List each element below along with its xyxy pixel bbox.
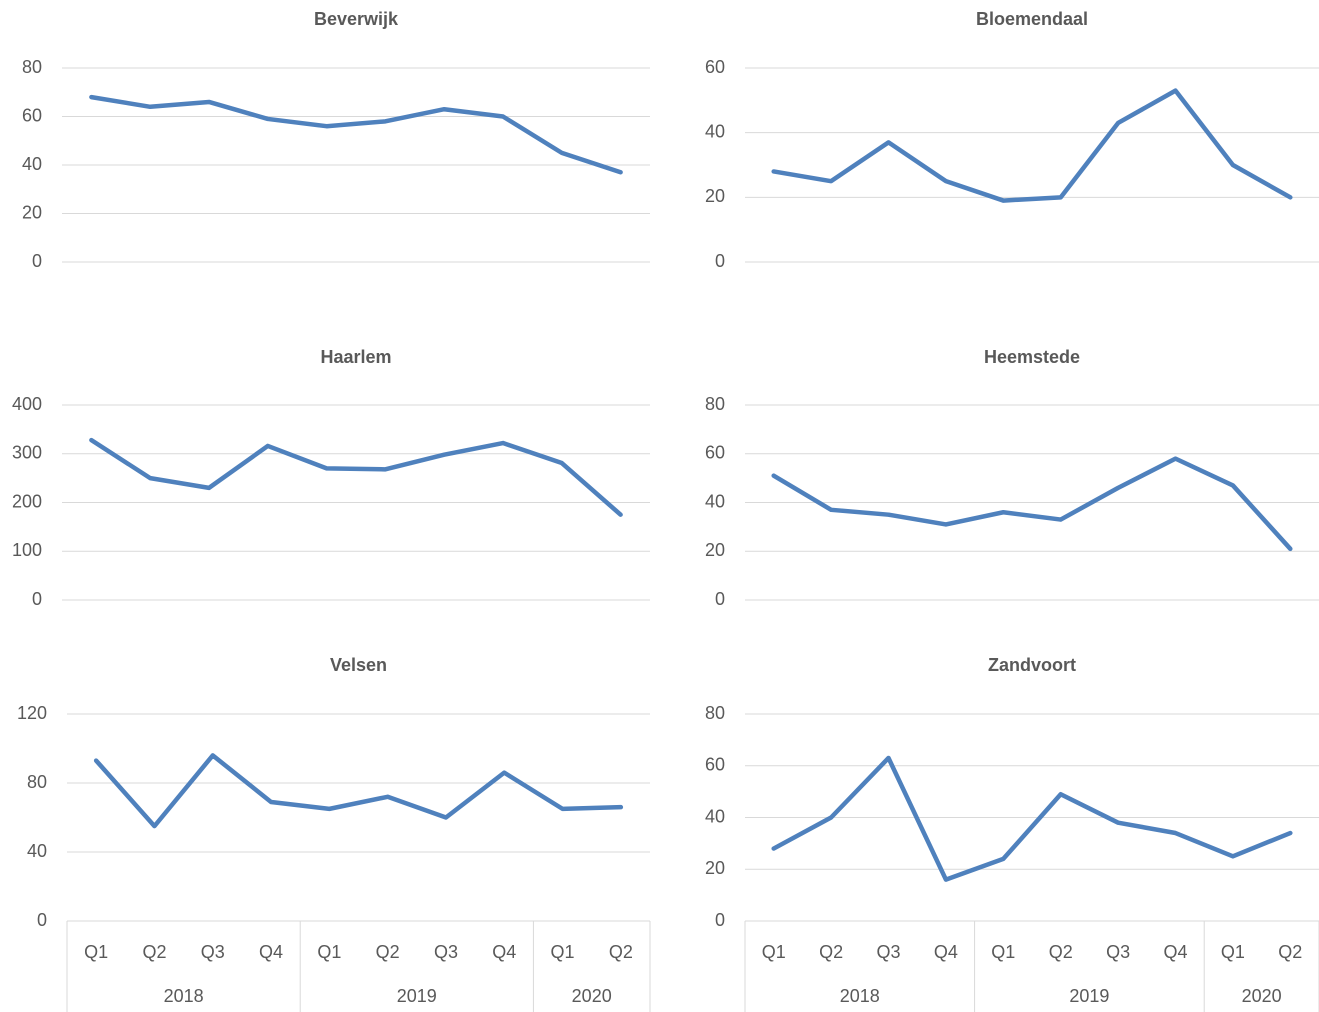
y-tick-label: 0	[715, 251, 725, 271]
x-tick-label: Q4	[934, 942, 958, 962]
y-tick-label: 0	[32, 589, 42, 609]
y-tick-label: 60	[705, 57, 725, 77]
y-tick-label: 40	[705, 806, 725, 826]
x-tick-label: Q4	[1163, 942, 1187, 962]
x-tick-label: Q1	[317, 942, 341, 962]
x-group-label: 2018	[840, 986, 880, 1006]
chart-title: Velsen	[330, 655, 387, 675]
y-tick-label: 300	[12, 443, 42, 463]
x-group-label: 2019	[397, 986, 437, 1006]
y-tick-label: 120	[17, 703, 47, 723]
y-tick-label: 400	[12, 394, 42, 414]
y-tick-label: 80	[22, 57, 42, 77]
y-tick-label: 20	[705, 186, 725, 206]
y-tick-label: 80	[705, 703, 725, 723]
chart-title: Heemstede	[984, 347, 1080, 367]
y-tick-label: 0	[37, 910, 47, 930]
chart-title: Zandvoort	[988, 655, 1076, 675]
x-tick-label: Q4	[259, 942, 283, 962]
y-tick-label: 80	[705, 394, 725, 414]
x-tick-label: Q1	[762, 942, 786, 962]
x-group-label: 2020	[1242, 986, 1282, 1006]
y-tick-label: 40	[27, 841, 47, 861]
x-tick-label: Q1	[551, 942, 575, 962]
y-tick-label: 0	[32, 251, 42, 271]
y-tick-label: 60	[22, 105, 42, 125]
data-line	[93, 753, 624, 829]
y-tick-label: 80	[27, 772, 47, 792]
y-tick-label: 20	[705, 540, 725, 560]
y-tick-label: 200	[12, 491, 42, 511]
x-tick-label: Q2	[142, 942, 166, 962]
y-tick-label: 0	[715, 910, 725, 930]
chart-title: Bloemendaal	[976, 9, 1088, 29]
x-tick-label: Q2	[819, 942, 843, 962]
x-tick-label: Q4	[492, 942, 516, 962]
x-tick-label: Q1	[1221, 942, 1245, 962]
y-tick-label: 0	[715, 589, 725, 609]
data-line	[89, 437, 623, 517]
data-line	[771, 755, 1293, 882]
x-tick-label: Q3	[201, 942, 225, 962]
y-tick-label: 40	[22, 154, 42, 174]
y-tick-label: 60	[705, 443, 725, 463]
x-tick-label: Q3	[1106, 942, 1130, 962]
data-line	[89, 94, 623, 175]
y-tick-label: 100	[12, 540, 42, 560]
x-tick-label: Q3	[434, 942, 458, 962]
x-tick-label: Q2	[1278, 942, 1302, 962]
y-tick-label: 40	[705, 491, 725, 511]
x-tick-label: Q1	[991, 942, 1015, 962]
y-tick-label: 20	[22, 202, 42, 222]
x-tick-label: Q3	[876, 942, 900, 962]
y-tick-label: 40	[705, 121, 725, 141]
chart-title: Haarlem	[320, 347, 391, 367]
x-tick-label: Q2	[609, 942, 633, 962]
x-group-label: 2018	[164, 986, 204, 1006]
data-line	[771, 88, 1293, 203]
x-group-label: 2020	[572, 986, 612, 1006]
chart-title: Beverwijk	[314, 9, 399, 29]
y-tick-label: 60	[705, 755, 725, 775]
x-tick-label: Q2	[376, 942, 400, 962]
x-group-label: 2019	[1069, 986, 1109, 1006]
x-tick-label: Q2	[1049, 942, 1073, 962]
x-tick-label: Q1	[84, 942, 108, 962]
y-tick-label: 20	[705, 858, 725, 878]
data-line	[771, 456, 1293, 552]
